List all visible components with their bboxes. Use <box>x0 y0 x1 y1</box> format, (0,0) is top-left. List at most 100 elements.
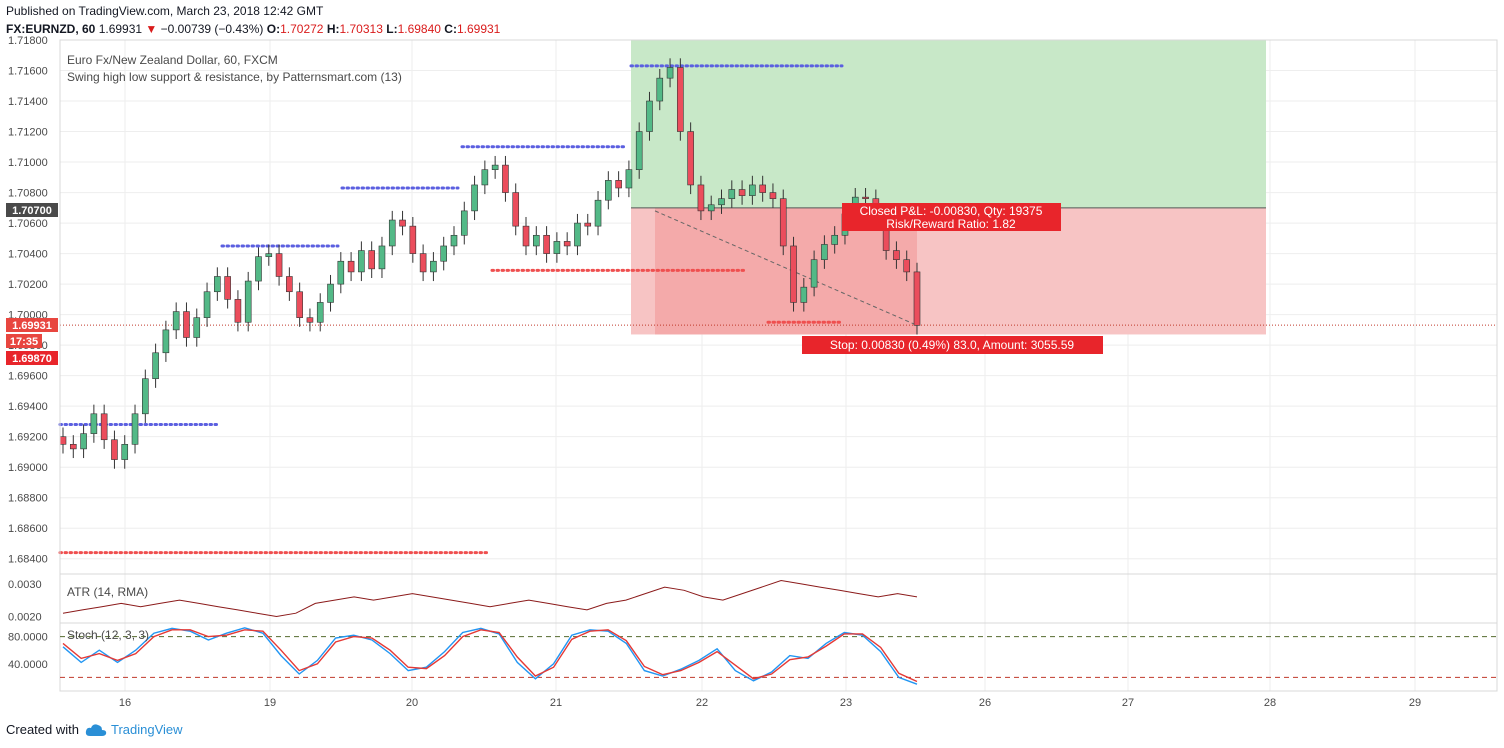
candle-body <box>779 198 787 247</box>
candle-body <box>265 253 273 257</box>
candle-body <box>316 302 324 323</box>
stoch-d-line <box>62 629 918 683</box>
x-tick-label: 27 <box>1122 697 1134 709</box>
candle-body <box>738 189 746 196</box>
y-tick-label: 1.71000 <box>8 157 48 169</box>
candle-body <box>152 352 159 380</box>
candle-body <box>749 184 756 196</box>
tradingview-link[interactable]: TradingView <box>85 722 183 737</box>
candle-body <box>615 180 622 189</box>
candle-body <box>718 198 725 206</box>
candle-body <box>100 413 108 441</box>
candle-body <box>574 222 581 247</box>
trade-path-line <box>654 210 918 326</box>
atr-tick-label: 0.0020 <box>8 611 42 623</box>
candle-body <box>183 311 190 338</box>
x-tick-label: 21 <box>550 697 562 709</box>
candle-body <box>625 169 633 189</box>
candle-body <box>903 259 911 273</box>
candle-body <box>646 100 653 132</box>
candle-body <box>594 199 602 227</box>
candle-body <box>450 234 458 247</box>
y-tick-label: 1.69400 <box>8 401 48 413</box>
y-tick-label: 1.71400 <box>8 96 48 108</box>
change-value: −0.00739 (−0.43%) <box>160 22 264 36</box>
entry-badge <box>6 203 58 217</box>
atr-label: ATR (14, RMA) <box>67 585 148 599</box>
candle-body <box>810 259 818 288</box>
low-value: 1.69840 <box>397 22 441 36</box>
candle-body <box>121 444 129 460</box>
x-tick-label: 23 <box>840 697 852 709</box>
candle-body <box>759 184 766 193</box>
stoch-tick-label: 40.0000 <box>8 659 48 671</box>
swing-levels <box>58 64 844 555</box>
low-badge <box>6 351 58 365</box>
y-tick-label: 1.70200 <box>8 279 48 291</box>
candle-body <box>286 276 293 293</box>
candle-body <box>275 253 283 277</box>
candle-body <box>59 436 67 445</box>
stop-box <box>802 336 1103 354</box>
candle-body <box>635 131 643 170</box>
y-tick-label: 1.71600 <box>8 66 48 78</box>
x-tick-label: 29 <box>1409 697 1421 709</box>
open-label: O: <box>266 22 281 36</box>
y-tick-label: 1.68400 <box>8 554 48 566</box>
open-value: 1.70272 <box>280 22 324 36</box>
symbol-label: FX:EURNZD, 60 <box>6 22 96 36</box>
position-zones <box>60 40 1497 335</box>
current-badge <box>6 318 58 332</box>
candle-body <box>296 291 303 318</box>
candle-body <box>193 317 201 338</box>
candles[interactable] <box>59 58 921 469</box>
stop-label: Stop: 0.00830 (0.49%) 83.0, Amount: 3055… <box>830 338 1075 352</box>
candle-body <box>203 291 211 318</box>
close-value: 1.69931 <box>456 22 501 36</box>
x-tick-label: 28 <box>1264 697 1276 709</box>
candle-body <box>358 250 365 273</box>
countdown-badge <box>6 334 42 348</box>
price-badges: 1.70700 1.69931 17:35 1.69870 <box>6 203 58 365</box>
atr-line <box>62 579 918 618</box>
chart-labels: Euro Fx/New Zealand Dollar, 60, FXCM Swi… <box>67 53 1103 642</box>
profit-zone <box>631 40 1266 208</box>
candle-body <box>893 250 900 261</box>
close-label: C: <box>444 22 457 36</box>
candle-body <box>800 286 808 303</box>
candle-body <box>728 189 736 199</box>
risk-reward-label: Risk/Reward Ratio: 1.82 <box>886 217 1016 231</box>
created-with-label: Created with <box>6 722 79 737</box>
candle-body <box>337 260 345 285</box>
candle-body <box>162 329 170 354</box>
candle-body <box>605 180 612 201</box>
atr-tick-label: 0.0030 <box>8 579 42 591</box>
candle-body <box>255 256 262 282</box>
candle-body <box>80 433 87 450</box>
legend-indicator: Swing high low support & resistance, by … <box>67 70 402 84</box>
candle-body <box>677 67 684 132</box>
cloud-icon <box>85 723 107 736</box>
brand-label: TradingView <box>110 722 183 737</box>
y-tick-label: 1.71200 <box>8 127 48 139</box>
low-badge-text: 1.69870 <box>12 353 52 365</box>
x-tick-label: 16 <box>119 697 131 709</box>
stoch-k-line <box>62 627 918 685</box>
low-label: L: <box>386 22 398 36</box>
candle-body <box>460 210 468 236</box>
candle-body <box>543 234 550 254</box>
candle-body <box>790 245 797 303</box>
x-tick-label: 26 <box>979 697 991 709</box>
candle-body <box>440 245 447 262</box>
candle-body <box>491 164 499 170</box>
candle-body <box>142 378 149 415</box>
candle-body <box>409 225 417 254</box>
candle-body <box>244 280 252 323</box>
y-tick-label: 1.68800 <box>8 493 48 505</box>
candle-body <box>502 164 509 193</box>
candle-body <box>430 260 437 273</box>
candle-body <box>388 219 396 247</box>
countdown-badge-text: 17:35 <box>10 336 38 348</box>
candle-body <box>512 192 520 227</box>
